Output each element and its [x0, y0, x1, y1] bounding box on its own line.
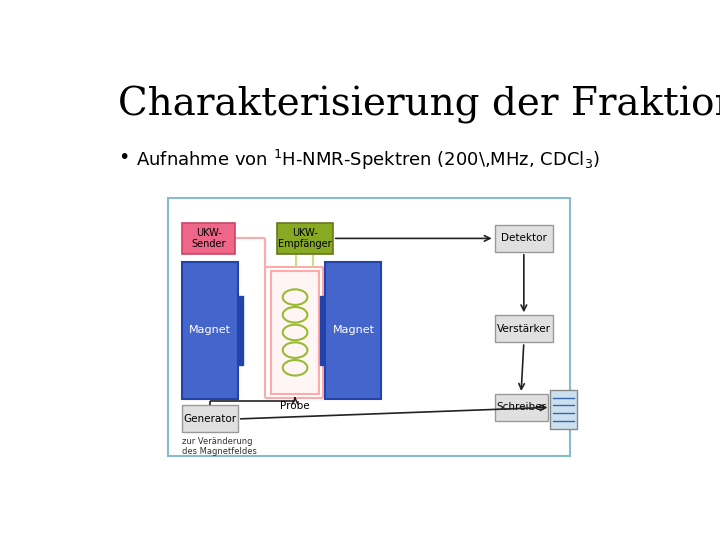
FancyBboxPatch shape	[168, 198, 570, 456]
Text: Schreiber: Schreiber	[496, 402, 546, 413]
Text: Magnet: Magnet	[189, 325, 231, 335]
Text: Magnet: Magnet	[333, 325, 374, 335]
FancyBboxPatch shape	[277, 223, 333, 254]
FancyBboxPatch shape	[271, 271, 319, 394]
Text: UKW-
Sender: UKW- Sender	[192, 227, 226, 249]
FancyBboxPatch shape	[325, 262, 382, 399]
FancyBboxPatch shape	[550, 390, 577, 429]
Text: zur Veränderung
des Magnetfeldes: zur Veränderung des Magnetfeldes	[182, 437, 257, 456]
Text: Detektor: Detektor	[501, 233, 546, 244]
FancyBboxPatch shape	[320, 296, 325, 364]
FancyBboxPatch shape	[495, 394, 547, 421]
Text: Probe: Probe	[280, 401, 310, 411]
Text: Aufnahme von ${}^{1}$H-NMR-Spektren (200\,MHz, CDCl$_3$): Aufnahme von ${}^{1}$H-NMR-Spektren (200…	[136, 148, 600, 172]
Text: UKW-
Empfänger: UKW- Empfänger	[278, 227, 332, 249]
FancyBboxPatch shape	[238, 296, 243, 364]
Text: Generator: Generator	[184, 414, 237, 424]
FancyBboxPatch shape	[495, 315, 553, 342]
FancyBboxPatch shape	[182, 406, 238, 433]
FancyBboxPatch shape	[182, 262, 238, 399]
FancyBboxPatch shape	[495, 225, 553, 252]
Text: •: •	[118, 148, 130, 167]
Text: Verstärker: Verstärker	[497, 323, 551, 334]
Text: Charakterisierung der Fraktionen: Charakterisierung der Fraktionen	[118, 85, 720, 124]
FancyBboxPatch shape	[182, 223, 235, 254]
